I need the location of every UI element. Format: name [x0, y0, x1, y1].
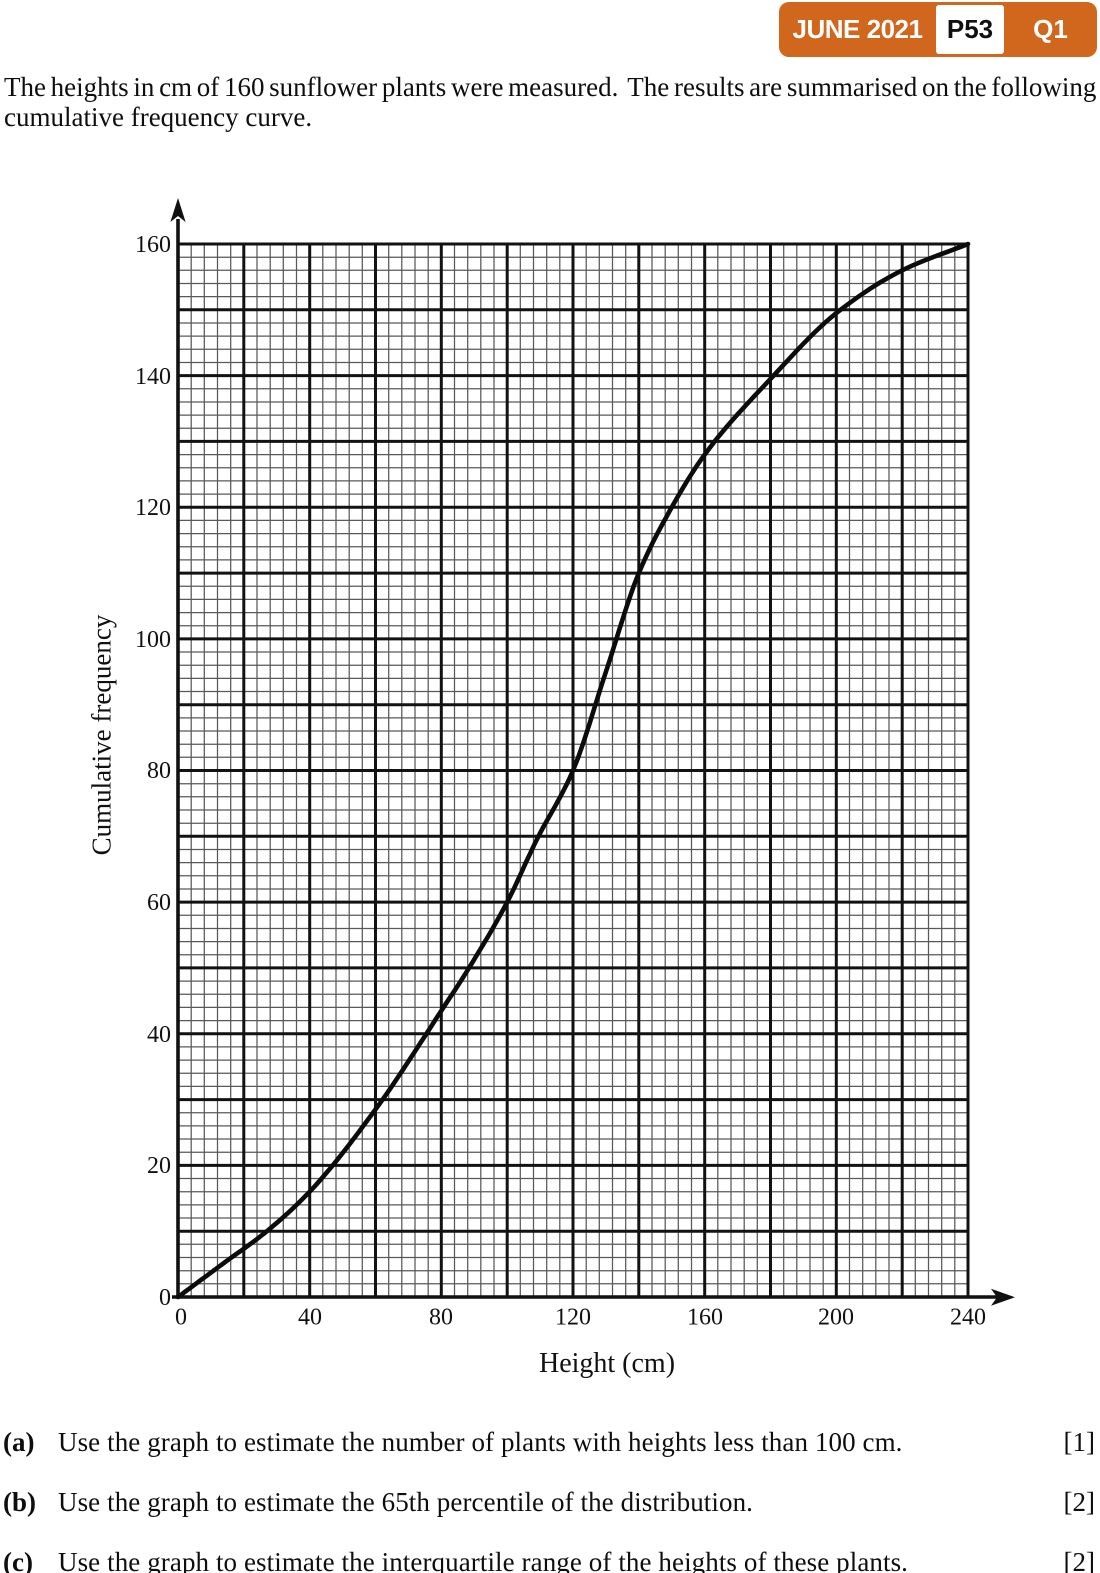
svg-text:80: 80 [429, 1305, 453, 1331]
svg-text:80: 80 [147, 758, 171, 784]
svg-text:100: 100 [135, 627, 171, 653]
svg-text:140: 140 [135, 364, 171, 390]
svg-text:120: 120 [555, 1305, 591, 1331]
svg-text:240: 240 [950, 1305, 986, 1331]
svg-text:Cumulative frequency: Cumulative frequency [87, 614, 117, 855]
svg-text:40: 40 [298, 1305, 322, 1331]
svg-text:40: 40 [147, 1022, 171, 1048]
svg-text:120: 120 [135, 495, 171, 521]
svg-text:60: 60 [147, 890, 171, 916]
svg-text:200: 200 [818, 1305, 854, 1331]
svg-text:20: 20 [147, 1153, 171, 1179]
svg-text:160: 160 [687, 1305, 723, 1331]
svg-text:0: 0 [175, 1305, 187, 1331]
svg-text:Height (cm): Height (cm) [539, 1348, 675, 1379]
svg-text:160: 160 [135, 232, 171, 258]
svg-text:0: 0 [159, 1285, 171, 1311]
